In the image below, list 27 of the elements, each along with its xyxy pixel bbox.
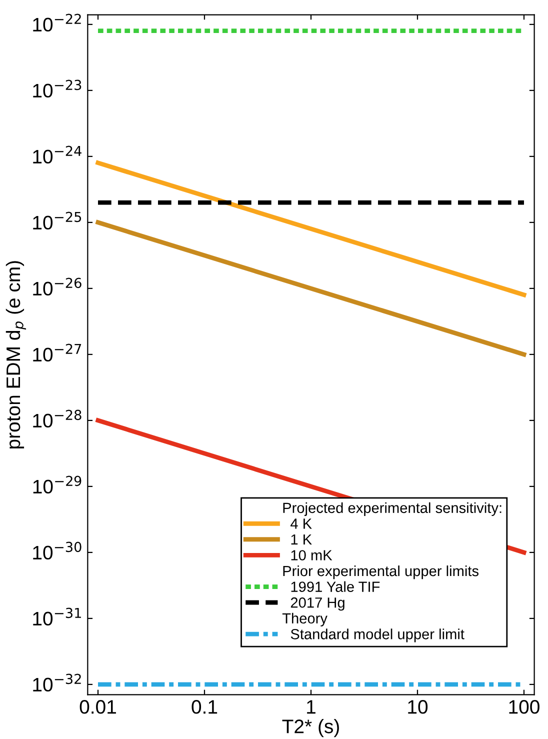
legend-label: 4 K <box>290 518 312 529</box>
legend-label: Standard model upper limit <box>290 628 464 642</box>
x-tick-label: 0.1 <box>192 700 218 714</box>
y-tick-label: 10$^{−25}$ <box>33 212 82 230</box>
y-tick-label: 10$^{−32}$ <box>33 674 81 692</box>
y-tick-label: 10$^{−27}$ <box>33 344 82 362</box>
x-axis-title: T2* (s) <box>282 719 339 738</box>
annotation: Prior experimental upper limits <box>283 565 478 580</box>
legend-label: 1991 Yale TIF <box>291 581 380 592</box>
x-tick-label: 1 <box>307 700 316 714</box>
y-tick-label: 10$^{−26}$ <box>33 278 82 296</box>
legend-label: 2017 Hg <box>290 597 344 611</box>
annotation: Projected experimental sensitivity: <box>283 502 502 516</box>
y-axis-title: proton EDM d$_{p}$ (e cm) <box>6 261 26 448</box>
y-tick-label: 10$^{−23}$ <box>33 80 82 98</box>
y-tick-label: 10$^{−31}$ <box>33 608 81 626</box>
y-tick-label: 10$^{−30}$ <box>33 542 82 560</box>
x-tick-label: 100 <box>509 700 540 714</box>
annotation: Theory <box>282 612 328 626</box>
y-tick-label: 10$^{−29}$ <box>33 476 82 494</box>
y-tick-label: 10$^{−24}$ <box>33 146 82 164</box>
legend-label: 10 mK <box>291 550 332 560</box>
legend-label: 1 K <box>291 534 312 544</box>
y-tick-label: 10$^{−22}$ <box>33 14 81 32</box>
x-tick-label: 0.01 <box>80 700 116 714</box>
y-tick-label: 10$^{−28}$ <box>33 410 82 428</box>
x-tick-label: 10 <box>408 700 428 714</box>
